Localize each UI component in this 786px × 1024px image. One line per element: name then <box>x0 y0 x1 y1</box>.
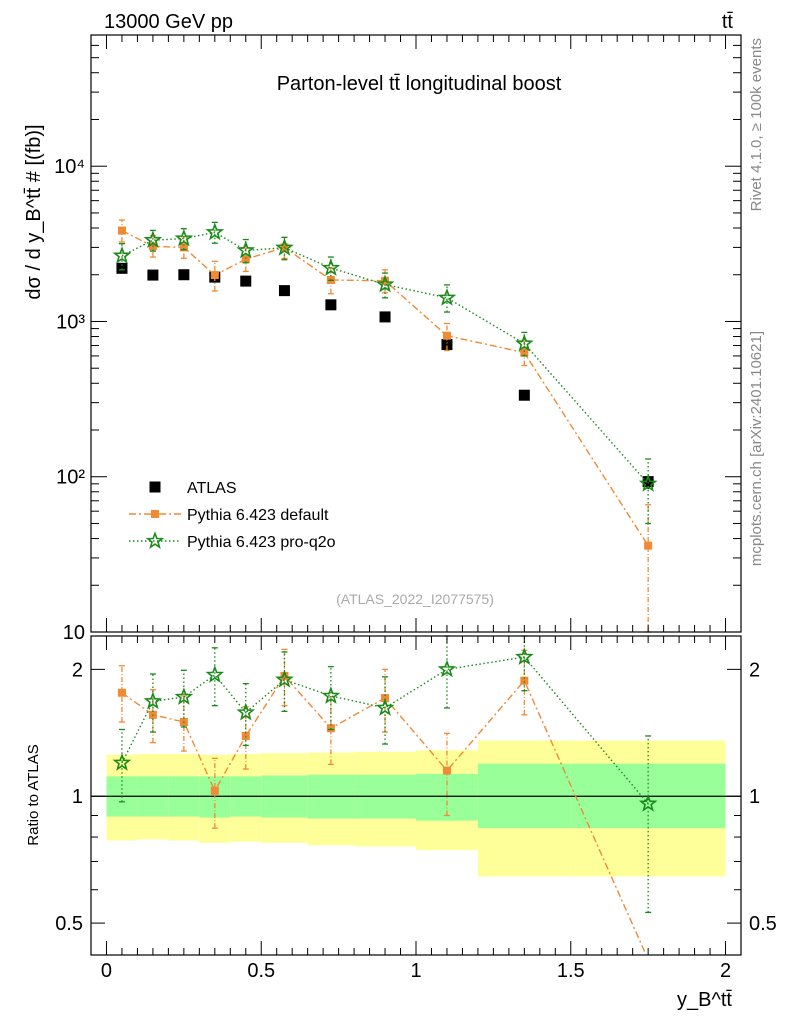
legend-item: ATLAS <box>149 480 237 497</box>
watermark-label: (ATLAS_2022_I2077575) <box>336 591 494 607</box>
ratio-series-line <box>121 674 647 955</box>
ratio-point <box>112 753 132 771</box>
data-point <box>278 285 290 297</box>
x-tick-label: 2 <box>720 960 731 982</box>
energy-label: 13000 GeV pp <box>104 11 233 33</box>
legend-marker <box>149 481 161 493</box>
x-axis-label: y_B^tt̄ <box>677 989 732 1011</box>
legend-label: Pythia 6.423 pro-q2o <box>187 534 336 551</box>
main-title: Parton-level tt̄ longitudinal boost <box>277 73 562 95</box>
ratio-y-tick-label-right: 0.5 <box>749 913 777 935</box>
data-point <box>642 476 654 488</box>
data-point <box>236 240 256 259</box>
data-point <box>325 299 337 311</box>
y-tick-label: 10 <box>63 622 85 644</box>
ratio-point <box>520 676 529 685</box>
x-tick-label: 1.5 <box>557 960 585 982</box>
data-point <box>275 237 294 256</box>
ratio-y-tick-label: 1 <box>72 786 83 808</box>
main-panel: 10 10² 10³ 10⁴ Parton-level tt̄ longitudina… <box>23 34 742 644</box>
x-tick-label: 1 <box>410 960 421 982</box>
ratio-point <box>321 686 341 704</box>
data-point <box>143 230 163 249</box>
legend-marker <box>151 510 159 518</box>
ratio-panel: 0.5 0.5 1 1 2 2 0 0.5 1 1.5 2 Ratio to ATLAS y_B^t… <box>25 635 777 1011</box>
data-point <box>442 331 451 340</box>
main-y-axis-label: dσ / d y_B^tt̄ # [(fb)] <box>23 124 45 299</box>
ratio-point <box>236 702 256 721</box>
data-point <box>321 258 341 276</box>
legend-item: Pythia 6.423 default <box>129 507 329 524</box>
ratio-point <box>381 694 390 703</box>
ratio-point <box>375 698 395 716</box>
series-line <box>121 231 649 485</box>
data-point <box>379 311 391 323</box>
legend-label: ATLAS <box>187 480 237 497</box>
series-pythia-6-423-default <box>117 219 653 633</box>
data-point <box>147 269 159 281</box>
data-point <box>174 228 194 247</box>
x-tick-label: 0.5 <box>247 960 275 982</box>
ratio-y-axis-label: Ratio to ATLAS <box>25 744 42 845</box>
ratio-point <box>205 665 225 683</box>
legend: ATLAS Pythia 6.423 default Pythia 6.423 pr… <box>129 480 336 551</box>
data-point <box>638 473 658 492</box>
data-point <box>644 541 653 550</box>
data-point <box>179 243 188 252</box>
ratio-point <box>437 659 457 678</box>
legend-label: Pythia 6.423 default <box>187 507 329 524</box>
ratio-y-tick-label: 2 <box>72 659 83 681</box>
series-pythia-6-423-pro-q2o <box>112 221 658 525</box>
x-tick-label: 0 <box>101 960 112 982</box>
data-point <box>515 333 534 352</box>
data-point <box>518 389 530 401</box>
data-point <box>437 287 457 306</box>
data-point <box>240 275 252 287</box>
y-tick-label: 10² <box>56 467 85 489</box>
ratio-point <box>280 671 289 680</box>
data-point <box>441 339 453 351</box>
ratio-y-tick-label-right: 2 <box>749 659 760 681</box>
legend-item: Pythia 6.423 pro-q2o <box>129 531 336 551</box>
ratio-point <box>638 793 658 812</box>
ratio-point <box>210 786 219 795</box>
y-tick-label: 10³ <box>56 311 85 333</box>
ratio-point <box>174 687 194 705</box>
ratio-y-tick-label-right: 1 <box>749 786 760 808</box>
ratio-point <box>515 647 534 665</box>
data-point <box>116 262 128 274</box>
ratio-point <box>117 688 126 697</box>
ratio-point <box>442 766 451 775</box>
data-point <box>205 222 225 241</box>
data-point <box>241 255 250 264</box>
data-point <box>375 274 395 293</box>
rivet-version-label: Rivet 4.1.0, ≥ 100k events <box>748 38 765 211</box>
mcplots-label: mcplots.cern.ch [arXiv:2401.10621] <box>748 331 765 566</box>
data-point <box>520 348 529 357</box>
ratio-point <box>143 691 163 710</box>
data-point <box>210 271 219 280</box>
data-point <box>112 246 132 264</box>
data-point <box>178 269 190 281</box>
ratio-series-line <box>121 656 649 805</box>
legend-marker <box>145 531 165 549</box>
ratio-point <box>275 669 294 688</box>
data-point <box>117 226 126 235</box>
y-tick-label: 10⁴ <box>54 156 85 178</box>
ratio-y-tick-label: 0.5 <box>55 913 83 935</box>
process-label: tt̄ <box>722 11 734 33</box>
